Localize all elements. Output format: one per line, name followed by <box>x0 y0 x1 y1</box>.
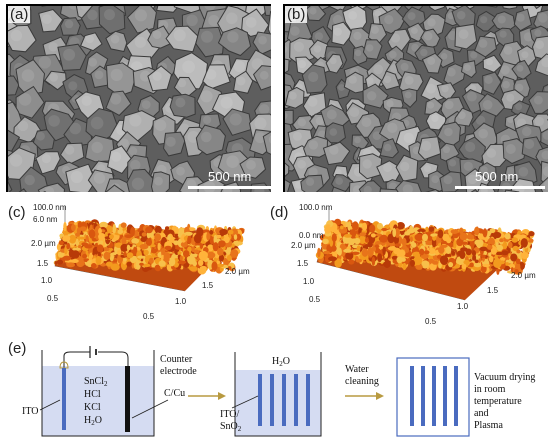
x-tick-d-3: 2.0 µm <box>511 271 536 280</box>
sem-image-a: 500 nm <box>6 4 271 192</box>
ito-sno2-line2: SnO2 <box>220 421 242 433</box>
ito-label: ITO <box>22 406 38 417</box>
x-tick-c-0: 0.5 <box>143 312 155 321</box>
z-top-c: 100.0 nm <box>33 203 67 212</box>
x-tick-c-3: 2.0 µm <box>225 267 250 276</box>
y-tick-d-0: 2.0 µm <box>291 241 316 250</box>
sem-image-b: 500 nm <box>283 4 548 192</box>
grain-texture-a <box>8 6 271 192</box>
ccu-pointer <box>131 399 169 419</box>
final-electrodes <box>410 366 458 426</box>
x-tick-c-2: 1.5 <box>202 281 214 290</box>
beaker-2-electrodes <box>258 374 310 426</box>
scale-bar-a <box>188 186 271 189</box>
wire-right <box>98 351 129 366</box>
y-tick-c-2: 1.0 <box>41 276 53 285</box>
counter-electrode <box>125 366 130 432</box>
beaker-2 <box>234 352 322 437</box>
reagent-h2o: H2O <box>84 415 102 427</box>
reagent-hcl: HCl <box>84 389 101 400</box>
water-cleaning-line2: cleaning <box>345 376 379 387</box>
beaker-1 <box>41 350 155 437</box>
water-cleaning-line1: Water <box>345 364 369 375</box>
x-tick-c-1: 1.0 <box>175 297 187 306</box>
panel-label-e: (e) <box>8 340 27 357</box>
beaker-2-h2o: H2O <box>272 356 290 368</box>
z-mid-d: 0.0 nm <box>299 231 324 240</box>
panel-label-c: (c) <box>8 204 26 221</box>
arrow-1-head-icon <box>218 392 226 400</box>
beaker-1-solution <box>42 366 154 436</box>
final-step-line5: Plasma <box>474 420 503 431</box>
ccu-label: C/Cu <box>164 388 185 399</box>
scale-bar-label-b: 500 nm <box>475 169 519 184</box>
reagent-kcl: KCl <box>84 402 101 413</box>
afm-plot-d: 100.0 nm 0.0 nm 2.0 µm 1.5 1.0 0.5 0.5 1… <box>291 203 536 326</box>
scale-bar-b <box>455 186 545 189</box>
scale-bar-label-a: 500 nm <box>208 169 252 184</box>
ito-sno2-line1: ITO/ <box>220 409 239 420</box>
final-step-line4: and <box>474 408 488 419</box>
wire-left <box>63 351 90 368</box>
ito-pointer <box>39 399 61 411</box>
counter-label-line1: Counter <box>160 354 193 365</box>
y-tick-c-3: 0.5 <box>47 294 59 303</box>
reagent-sncl2: SnCl2 <box>84 376 108 388</box>
panel-label-b: (b) <box>285 6 308 23</box>
final-step-line1: Vacuum drying <box>474 372 535 383</box>
x-tick-d-1: 1.0 <box>457 302 469 311</box>
clip-icon <box>59 361 69 369</box>
drying-frame <box>396 357 470 437</box>
x-tick-d-0: 0.5 <box>425 317 437 326</box>
y-tick-d-1: 1.5 <box>297 259 309 268</box>
panel-label-d: (d) <box>270 204 289 221</box>
grain-texture-b <box>285 6 548 192</box>
x-tick-d-2: 1.5 <box>487 286 499 295</box>
afm-plot-c: 100.0 nm 6.0 nm 2.0 µm 1.5 1.0 0.5 0.5 1… <box>31 203 250 321</box>
panel-label-a: (a) <box>8 6 31 23</box>
final-step-line2: in room <box>474 384 506 395</box>
y-tick-d-2: 1.0 <box>303 277 315 286</box>
y-tick-d-3: 0.5 <box>309 295 321 304</box>
counter-label-line2: electrode <box>160 366 197 377</box>
arrow-2-head-icon <box>376 392 384 400</box>
y-tick-c-1: 1.5 <box>37 259 49 268</box>
process-schematic: SnCl2 HCl KCl H2O ITO Counter electrode … <box>22 346 535 437</box>
ito-electrode <box>62 368 66 430</box>
final-step-line3: temperature <box>474 396 522 407</box>
ito-sno2-pointer <box>231 395 259 409</box>
z-top-d: 100.0 nm <box>299 203 333 212</box>
z-mid-c: 6.0 nm <box>33 215 58 224</box>
y-tick-c-0: 2.0 µm <box>31 239 56 248</box>
